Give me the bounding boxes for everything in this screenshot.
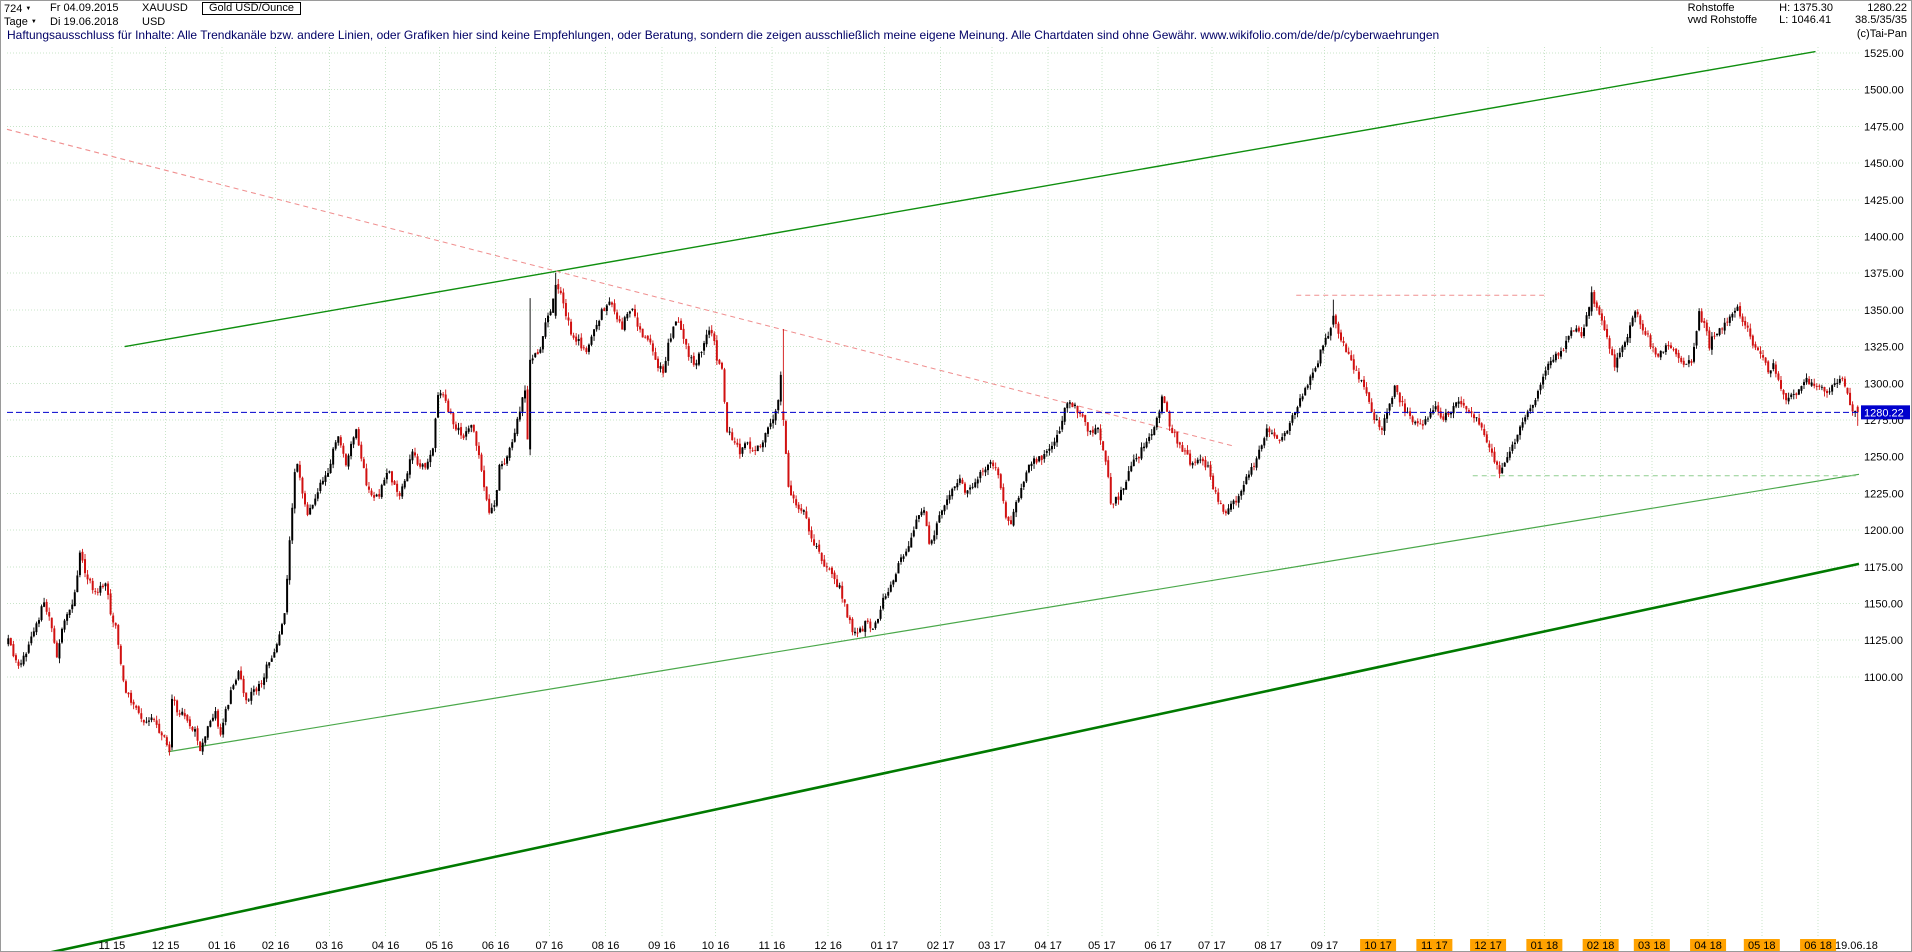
period-value: Tage bbox=[4, 16, 28, 28]
price-tick-label: 1425.00 bbox=[1864, 195, 1904, 207]
symbol-label: XAUUSD bbox=[142, 2, 188, 14]
last-price-value: 1280.22 bbox=[1867, 2, 1907, 14]
feed-label: vwd Rohstoffe bbox=[1687, 14, 1758, 26]
time-tick-label: 12 15 bbox=[152, 940, 180, 952]
price-tick-label: 1400.00 bbox=[1864, 232, 1904, 244]
time-tick-highlight bbox=[1690, 939, 1727, 951]
time-tick-label: 19.06.18 bbox=[1835, 940, 1878, 952]
time-tick-label: 02 17 bbox=[927, 940, 955, 952]
price-tick-label: 1300.00 bbox=[1864, 378, 1904, 390]
time-tick-label: 03 17 bbox=[978, 940, 1006, 952]
time-tick-label: 07 17 bbox=[1198, 940, 1226, 952]
last-price-column: 1280.22 38.5/35/35 bbox=[1855, 2, 1907, 26]
time-tick-label: 12 16 bbox=[814, 940, 842, 952]
time-tick-highlight bbox=[1416, 939, 1453, 951]
time-tick-label: 02 16 bbox=[262, 940, 290, 952]
time-tick-label: 01 17 bbox=[871, 940, 899, 952]
svg-text:1280.22: 1280.22 bbox=[1864, 407, 1904, 419]
price-tick-label: 1375.00 bbox=[1864, 268, 1904, 280]
last-price-tag: 1280.22 bbox=[1861, 405, 1910, 420]
group-label: Rohstoffe bbox=[1687, 2, 1735, 14]
time-tick-label: 05 16 bbox=[426, 940, 454, 952]
chart-end-date: Di 19.06.2018 bbox=[50, 16, 119, 28]
time-tick-label: 12 17 bbox=[1474, 940, 1502, 952]
time-tick-label: 03 16 bbox=[316, 940, 344, 952]
time-tick-label: 05 18 bbox=[1748, 940, 1776, 952]
time-tick-label: 10 17 bbox=[1364, 940, 1392, 952]
price-tick-label: 1500.00 bbox=[1864, 85, 1904, 97]
trendline-broken-resistance[interactable] bbox=[6, 128, 1235, 447]
chart-start-date: Fr 04.09.2015 bbox=[50, 2, 119, 14]
time-tick-label: 06 18 bbox=[1804, 940, 1832, 952]
instrument-name: Gold USD/Ounce bbox=[202, 2, 301, 15]
time-tick-label: 05 17 bbox=[1088, 940, 1116, 952]
time-tick-label: 04 18 bbox=[1694, 940, 1722, 952]
time-axis: 11 15 12 15 01 16 02 16 03 16 04 16 05 16 06 16… bbox=[99, 939, 1878, 952]
time-tick-highlight bbox=[1526, 939, 1563, 951]
chart-header-right: Rohstoffe vwd Rohstoffe H: 1375.30 L: 10… bbox=[1688, 2, 1907, 26]
trendlines[interactable] bbox=[6, 50, 1860, 952]
time-tick-label: 01 16 bbox=[208, 940, 236, 952]
currency-label: USD bbox=[142, 16, 166, 28]
time-tick-highlight bbox=[1470, 939, 1507, 951]
trendline-channel-top[interactable] bbox=[124, 50, 1816, 348]
time-tick-label: 06 17 bbox=[1144, 940, 1172, 952]
trendline-major-support[interactable] bbox=[7, 562, 1860, 952]
price-tick-label: 1325.00 bbox=[1864, 342, 1904, 354]
price-tick-label: 1475.00 bbox=[1864, 121, 1904, 133]
chart-subheader: Haftungsausschluss für Inhalte: Alle Tre… bbox=[7, 28, 1907, 42]
time-tick-highlight bbox=[1743, 939, 1780, 951]
period-low: L: 1046.41 bbox=[1779, 14, 1832, 26]
data-group-column: Rohstoffe vwd Rohstoffe bbox=[1688, 2, 1758, 26]
price-tick-label: 1200.00 bbox=[1864, 525, 1904, 537]
time-tick-label: 07 16 bbox=[536, 940, 564, 952]
chart-grid bbox=[7, 47, 1859, 937]
time-tick-label: 10 16 bbox=[702, 940, 730, 952]
price-tick-label: 1125.00 bbox=[1864, 635, 1903, 647]
time-tick-label: 02 18 bbox=[1587, 940, 1615, 952]
disclaimer-text: Haftungsausschluss für Inhalte: Alle Tre… bbox=[7, 28, 1440, 42]
time-tick-label: 03 18 bbox=[1638, 940, 1666, 952]
time-tick-label: 06 16 bbox=[482, 940, 510, 952]
candlestick-series bbox=[7, 272, 1859, 756]
time-tick-label: 09 16 bbox=[648, 940, 676, 952]
time-tick-label: 11 15 bbox=[99, 940, 126, 952]
price-tick-label: 1150.00 bbox=[1864, 599, 1903, 611]
chevron-down-icon bbox=[31, 16, 37, 28]
time-tick-label: 08 16 bbox=[592, 940, 620, 952]
time-tick-label: 04 17 bbox=[1034, 940, 1062, 952]
price-tick-label: 1225.00 bbox=[1864, 488, 1904, 500]
time-tick-label: 11 17 bbox=[1421, 940, 1448, 952]
time-tick-highlight bbox=[1582, 939, 1619, 951]
price-axis: 1525.00 1500.00 1475.00 1450.00 1425.00 1400.… bbox=[1864, 48, 1904, 684]
time-tick-highlight bbox=[1633, 939, 1670, 951]
bars-count-value: 724 bbox=[4, 2, 23, 15]
time-tick-label: 09 17 bbox=[1311, 940, 1339, 952]
price-tick-label: 1525.00 bbox=[1864, 48, 1904, 60]
time-tick-label: 01 18 bbox=[1531, 940, 1559, 952]
stats-value: 38.5/35/35 bbox=[1855, 14, 1907, 26]
price-tick-label: 1350.00 bbox=[1864, 305, 1904, 317]
price-tick-label: 1175.00 bbox=[1864, 562, 1903, 574]
chart-header: 724 Fr 04.09.2015 XAUUSD Gold USD/Ounce … bbox=[1, 1, 1911, 28]
time-tick-label: 08 17 bbox=[1254, 940, 1282, 952]
time-tick-label: 11 16 bbox=[758, 940, 785, 952]
time-tick-highlight bbox=[1800, 939, 1837, 951]
price-tick-label: 1250.00 bbox=[1864, 452, 1904, 464]
copyright-label: (c)Tai-Pan bbox=[1856, 28, 1907, 40]
price-tick-label: 1450.00 bbox=[1864, 158, 1904, 170]
time-tick-highlight bbox=[1360, 939, 1397, 951]
period-dropdown[interactable]: Tage bbox=[4, 16, 46, 28]
bars-count-dropdown[interactable]: 724 bbox=[4, 2, 46, 15]
time-tick-label: 04 16 bbox=[372, 940, 400, 952]
chevron-down-icon bbox=[25, 3, 31, 15]
period-high: H: 1375.30 bbox=[1779, 2, 1833, 14]
trendline-minor-support[interactable] bbox=[168, 473, 1860, 753]
price-tick-label: 1100.00 bbox=[1864, 672, 1903, 684]
high-low-column: H: 1375.30 L: 1046.41 bbox=[1779, 2, 1833, 26]
chart-header-left: 724 Fr 04.09.2015 XAUUSD Gold USD/Ounce … bbox=[4, 2, 301, 28]
